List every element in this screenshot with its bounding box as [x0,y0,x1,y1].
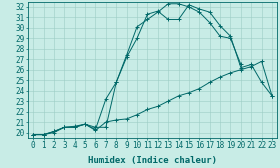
X-axis label: Humidex (Indice chaleur): Humidex (Indice chaleur) [88,156,217,165]
